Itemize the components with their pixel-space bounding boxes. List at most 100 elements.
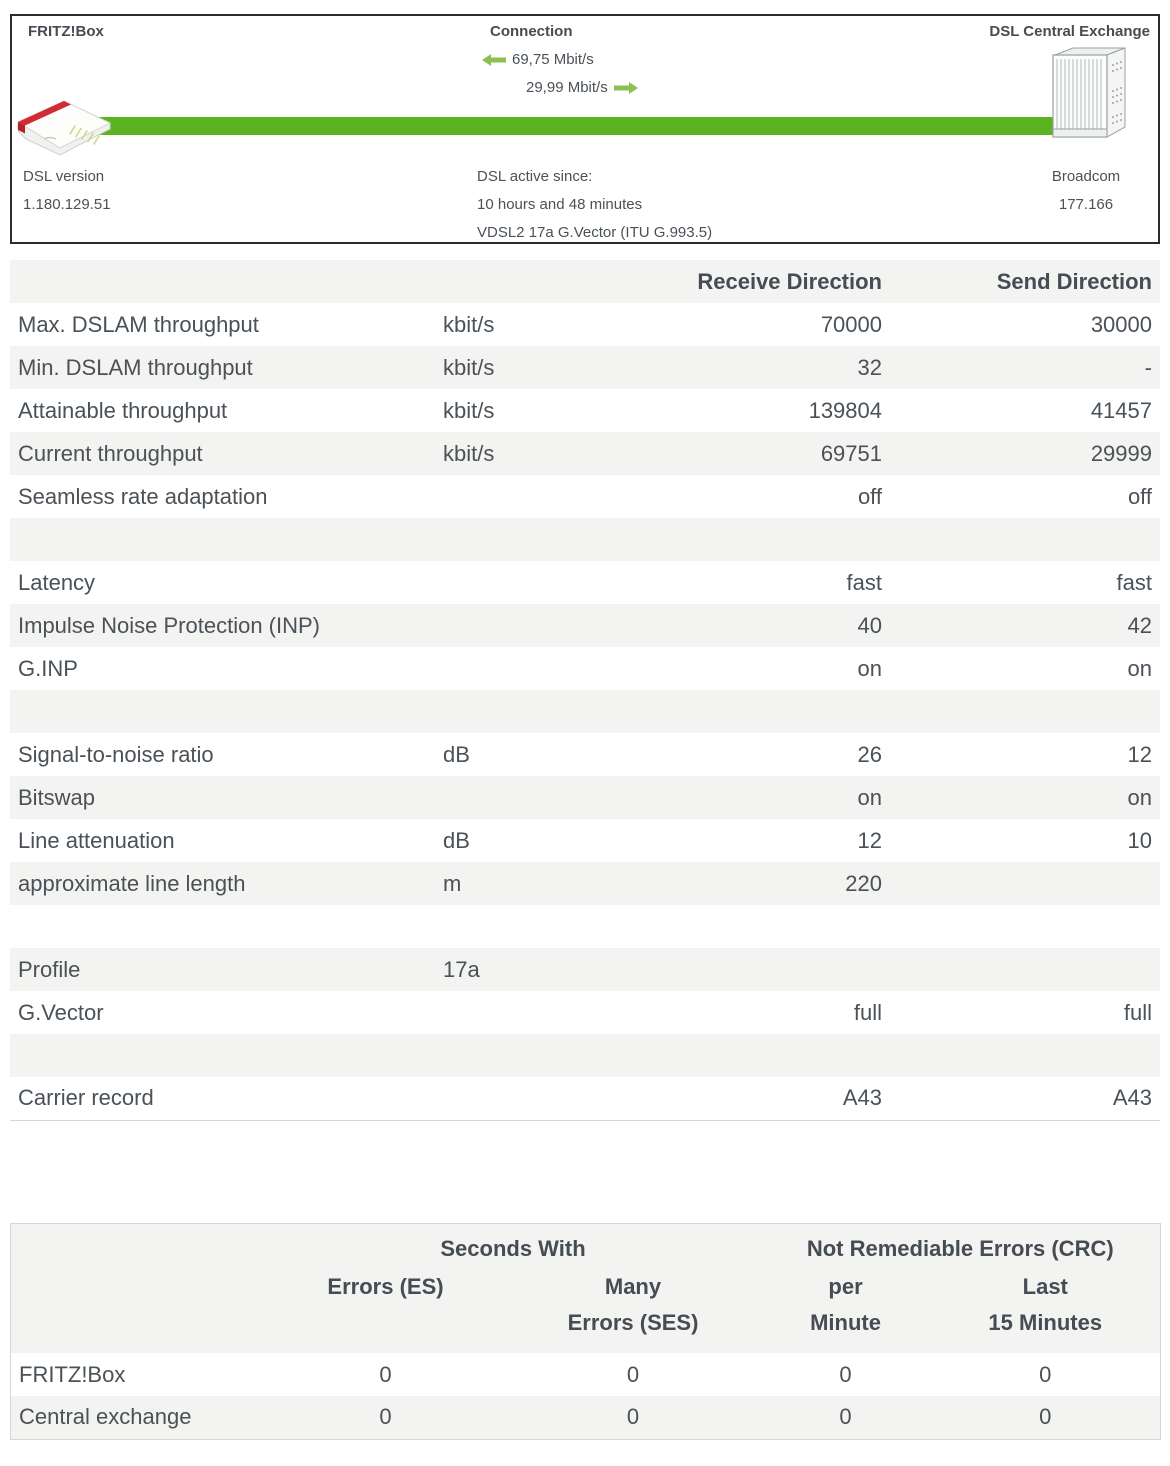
- stat-label-cell: Signal-to-noise ratio: [18, 741, 214, 767]
- stat-send-cell: 42: [1127, 612, 1152, 638]
- crc-last-15-header: Last 15 Minutes: [988, 1274, 1103, 1335]
- stat-send-cell: 12: [1127, 741, 1152, 767]
- table-row: Impulse Noise Protection (INP) 40 42: [10, 604, 1160, 647]
- error-header-spacer: [11, 1223, 266, 1267]
- dsl-active-block: DSL active since: 10 hours and 48 minute…: [477, 163, 713, 242]
- stat-unit-cell: [435, 690, 640, 733]
- stat-send-cell: on: [1127, 784, 1152, 810]
- arrow-left-icon: [482, 53, 506, 66]
- stat-unit-cell: [435, 905, 640, 948]
- error-count-cell: 0: [1039, 1361, 1052, 1387]
- table-row: Central exchange 0 0 0 0: [10, 1396, 1161, 1439]
- error-count-cell: 0: [379, 1361, 392, 1387]
- dsl-active-since-value: 10 hours and 48 minutes: [477, 196, 643, 213]
- table-row: Attainable throughput kbit/s 139804 41457: [10, 389, 1160, 432]
- stat-receive-cell: A43: [842, 1085, 882, 1111]
- stat-unit-cell: dB: [443, 741, 470, 767]
- stat-send-cell: full: [1123, 999, 1152, 1025]
- error-count-cell: 0: [379, 1404, 392, 1430]
- stat-label-cell: Min. DSLAM throughput: [18, 354, 253, 380]
- stat-send-cell: 29999: [1090, 440, 1152, 466]
- stat-unit-cell: [435, 475, 640, 518]
- stat-unit-cell: kbit/s: [443, 397, 495, 423]
- stat-receive-cell: full: [853, 999, 882, 1025]
- table-row: approximate line length m 220: [10, 862, 1160, 905]
- table-row: Min. DSLAM throughput kbit/s 32 -: [10, 346, 1160, 389]
- fritzbox-router-image: [16, 100, 112, 156]
- stat-unit-cell: dB: [443, 827, 470, 853]
- table-row: Seamless rate adaptation off off: [10, 475, 1160, 518]
- dsl-mode-value: VDSL2 17a G.Vector (ITU G.993.5): [477, 224, 713, 241]
- connection-line: [90, 117, 1062, 135]
- stat-receive-cell: fast: [846, 569, 882, 595]
- stat-receive-cell: [640, 1034, 890, 1077]
- table-row: Current throughput kbit/s 69751 29999: [10, 432, 1160, 475]
- stat-receive-cell: [640, 518, 890, 561]
- errors-es-header: Errors (ES): [327, 1274, 444, 1299]
- error-count-cell: 0: [839, 1361, 852, 1387]
- stat-unit-cell: [435, 647, 640, 690]
- error-count-cell: 0: [1039, 1404, 1052, 1430]
- stat-send-cell: [890, 1034, 1160, 1077]
- send-direction-header: Send Direction: [996, 268, 1152, 294]
- downstream-rate-value: 69,75 Mbit/s: [512, 51, 594, 68]
- fritzbox-label: FRITZ!Box: [28, 23, 104, 40]
- spacer-row: [10, 1034, 1160, 1077]
- stat-send-cell: [890, 518, 1160, 561]
- stat-send-cell: [890, 905, 1160, 948]
- upstream-rate: 29,99 Mbit/s: [526, 79, 638, 96]
- dslam-image: [1052, 47, 1126, 138]
- stat-label-cell: Attainable throughput: [18, 397, 228, 423]
- stat-label-cell: Profile: [18, 956, 81, 982]
- stat-unit-cell: kbit/s: [443, 440, 495, 466]
- stat-send-cell: fast: [1116, 569, 1152, 595]
- stat-receive-cell: [640, 905, 890, 948]
- stat-send-cell: -: [1144, 354, 1152, 380]
- stat-label-cell: G.Vector: [18, 999, 104, 1025]
- dsl-stats-table: Receive Direction Send Direction Max. DS…: [10, 260, 1160, 1121]
- vendor-block: Broadcom 177.166: [1016, 163, 1156, 219]
- stat-receive-cell: 26: [857, 741, 882, 767]
- stat-receive-cell: 12: [857, 827, 882, 853]
- stat-receive-cell: 32: [857, 354, 882, 380]
- stat-send-cell: off: [1127, 483, 1152, 509]
- stat-label-cell: Bitswap: [18, 784, 96, 810]
- vendor-version: 177.166: [1058, 196, 1114, 213]
- stat-label-cell: [10, 1034, 435, 1077]
- spacer-row: [10, 518, 1160, 561]
- stat-send-cell: 30000: [1090, 311, 1152, 337]
- stat-unit-cell: kbit/s: [443, 354, 495, 380]
- stat-receive-cell: 70000: [820, 311, 882, 337]
- stat-send-cell: A43: [1112, 1085, 1152, 1111]
- crc-errors-header: Not Remediable Errors (CRC): [806, 1236, 1114, 1262]
- stat-receive-cell: off: [857, 483, 882, 509]
- stats-header-row: Receive Direction Send Direction: [10, 260, 1160, 303]
- stat-label-cell: Max. DSLAM throughput: [18, 311, 259, 337]
- table-row: G.INP on on: [10, 647, 1160, 690]
- seconds-with-header: Seconds With: [440, 1236, 586, 1262]
- stat-label-cell: Line attenuation: [18, 827, 175, 853]
- stat-label-cell: [10, 518, 435, 561]
- dsl-version-block: DSL version 1.180.129.51: [23, 163, 111, 219]
- stat-unit-cell: [435, 561, 640, 604]
- stat-send-cell: 10: [1127, 827, 1152, 853]
- table-row: Signal-to-noise ratio dB 26 12: [10, 733, 1160, 776]
- stat-label-cell: Seamless rate adaptation: [18, 483, 268, 509]
- stat-send-cell: 41457: [1090, 397, 1152, 423]
- stat-receive-cell: [640, 948, 890, 991]
- table-row: G.Vector full full: [10, 991, 1160, 1034]
- stat-unit-cell: [435, 604, 640, 647]
- stat-send-cell: [890, 690, 1160, 733]
- vendor-name: Broadcom: [1051, 168, 1121, 185]
- error-count-cell: 0: [839, 1404, 852, 1430]
- error-table-body: FRITZ!Box 0 0 0 0 Central exchange 0 0 0 0: [10, 1353, 1161, 1439]
- error-subheader-spacer: [11, 1267, 266, 1353]
- error-row-label: FRITZ!Box: [19, 1361, 126, 1387]
- dsl-version-label: DSL version: [23, 168, 105, 185]
- stat-receive-cell: [640, 690, 890, 733]
- downstream-rate: 69,75 Mbit/s: [482, 51, 594, 68]
- stat-send-cell: [890, 948, 1160, 991]
- table-row: Bitswap on on: [10, 776, 1160, 819]
- stat-send-cell: [890, 862, 1160, 905]
- error-group-header-row: Seconds With Not Remediable Errors (CRC): [10, 1223, 1161, 1267]
